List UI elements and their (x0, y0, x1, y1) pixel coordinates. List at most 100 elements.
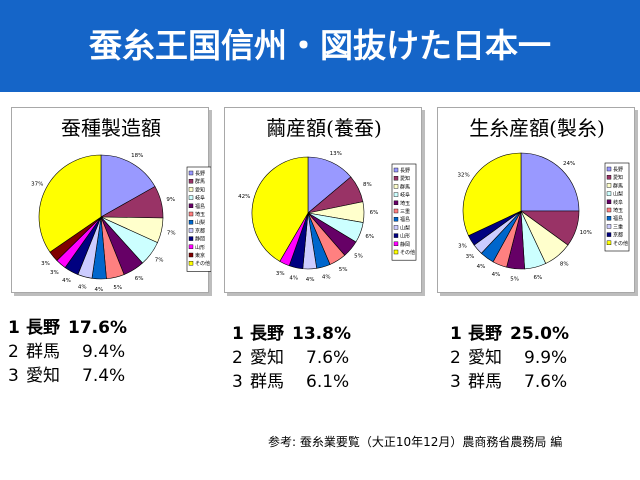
slice-label: 8% (363, 182, 372, 188)
rank-number: 2 (450, 348, 461, 368)
legend-label: 岐阜 (613, 199, 623, 206)
legend-label: 三重 (400, 208, 410, 215)
legend-swatch (393, 233, 399, 238)
legend-swatch (393, 225, 399, 230)
legend-label: 群馬 (613, 182, 623, 189)
chart-panel-raw-silk: 生糸産額(製糸) 24% 10% 8% 6% 5% 4% 4% 3% 3% 32% 長野 愛知 群馬 山梨… (437, 107, 637, 295)
slice-label: 4% (492, 272, 501, 278)
legend-swatch (393, 184, 399, 189)
legend-label: 愛知 (613, 174, 623, 181)
slice-label: 9% (166, 197, 175, 203)
legend-swatch (393, 200, 399, 206)
ranking-row: 3 群馬 6.1% (232, 370, 351, 394)
slice-label: 6% (534, 275, 543, 281)
source-note: 参考: 蚕糸業要覧（大正10年12月）農商務省農務局 編 (268, 435, 563, 449)
rank-number: 2 (8, 342, 19, 362)
slice-label: 3% (50, 270, 59, 276)
prefecture-name: 愛知 (26, 366, 60, 386)
prefecture-name: 群馬 (468, 372, 502, 392)
slice-label: 5% (510, 277, 519, 283)
slice-label: 7% (155, 258, 164, 264)
slice-label: 5% (113, 285, 122, 291)
share-value: 7.6% (306, 348, 350, 368)
legend-label: 東京 (195, 252, 205, 259)
legend-label: その他 (613, 240, 628, 247)
legend-label: 岐阜 (400, 192, 410, 199)
share-value: 25.0% (510, 324, 569, 344)
slice-label: 4% (322, 274, 331, 280)
legend-swatch (188, 178, 194, 184)
legend-label: 山梨 (613, 191, 623, 198)
legend-label: 京都 (195, 227, 205, 234)
legend-label: 群馬 (400, 183, 410, 190)
rank-number: 2 (232, 348, 243, 368)
ranking-row: 1 長野 17.6% (8, 316, 127, 340)
slice-label: 4% (289, 275, 298, 281)
ranking-row: 1 長野 25.0% (450, 322, 569, 346)
legend-swatch (606, 199, 612, 205)
prefecture-name: 愛知 (250, 348, 284, 368)
legend-label: 山形 (195, 244, 205, 251)
ranking-cocoon: 1 長野 13.8% 2 愛知 7.6% 3 群馬 6.1% (232, 322, 351, 394)
ranking-row: 3 愛知 7.4% (8, 364, 127, 388)
legend-label: 埼玉 (613, 207, 623, 214)
rank-number: 1 (8, 318, 20, 338)
legend-swatch (188, 260, 194, 266)
share-value: 9.4% (82, 342, 126, 362)
slice-label: 3% (466, 254, 475, 260)
legend-swatch (393, 208, 399, 214)
legend-label: 京都 (613, 232, 623, 239)
rank-number: 3 (8, 366, 19, 386)
slice-label: 4% (306, 277, 315, 283)
legend-swatch (188, 203, 194, 209)
prefecture-name: 群馬 (250, 372, 284, 392)
legend-swatch (606, 215, 612, 221)
prefecture-name: 長野 (250, 324, 284, 344)
legend-label: 三重 (613, 223, 623, 230)
ranking-row: 2 愛知 7.6% (232, 346, 351, 370)
slice-label: 6% (365, 234, 374, 240)
legend-swatch (606, 183, 612, 188)
chart-panel-silkworm-eggs: 蚕種製造額 18% 9% 7% 7% 6% 5% 4% 4% 4% 3% 3% 37% 長野 群馬 愛知 岐阜… (11, 107, 211, 295)
prefecture-name: 長野 (26, 318, 60, 338)
pie-slice (38, 154, 102, 253)
legend-swatch (188, 244, 194, 250)
legend-swatch (393, 216, 399, 222)
legend-label: 愛知 (195, 186, 205, 193)
slice-label: 4% (78, 285, 87, 291)
legend-swatch (606, 166, 612, 172)
legend-swatch (188, 187, 194, 192)
slice-label: 24% (563, 161, 575, 167)
legend-swatch (188, 219, 194, 225)
slice-label: 42% (238, 194, 250, 200)
share-value: 17.6% (68, 318, 127, 338)
pie-slice (251, 156, 309, 262)
slice-label: 18% (131, 153, 143, 159)
pie-slice (462, 152, 522, 237)
slice-label: 5% (354, 254, 363, 260)
slice-label: 4% (477, 264, 486, 270)
ranking-row: 3 群馬 7.6% (450, 370, 569, 394)
slice-label: 3% (41, 261, 50, 267)
legend-swatch (606, 174, 612, 180)
rank-number: 3 (232, 372, 243, 392)
slice-label: 4% (95, 287, 104, 293)
slice-label: 3% (458, 244, 467, 250)
chart-title: 生糸産額(製糸) (469, 116, 605, 140)
slice-label: 6% (370, 210, 379, 216)
ranking-raw-silk: 1 長野 25.0% 2 愛知 9.9% 3 群馬 7.6% (450, 322, 569, 394)
legend-label: 埼玉 (400, 200, 410, 207)
legend-swatch (393, 175, 399, 181)
legend-label: 福島 (400, 216, 410, 223)
share-value: 6.1% (306, 372, 350, 392)
pie-slice (520, 152, 580, 212)
legend-swatch (606, 207, 612, 213)
legend-label: 長野 (613, 166, 623, 173)
legend-label: 福島 (195, 203, 205, 210)
share-value: 7.4% (82, 366, 126, 386)
pie-slice (100, 154, 156, 218)
legend-swatch (606, 240, 612, 246)
legend-label: 福島 (613, 215, 623, 222)
legend-swatch (606, 232, 612, 237)
legend-label: 長野 (400, 167, 410, 174)
